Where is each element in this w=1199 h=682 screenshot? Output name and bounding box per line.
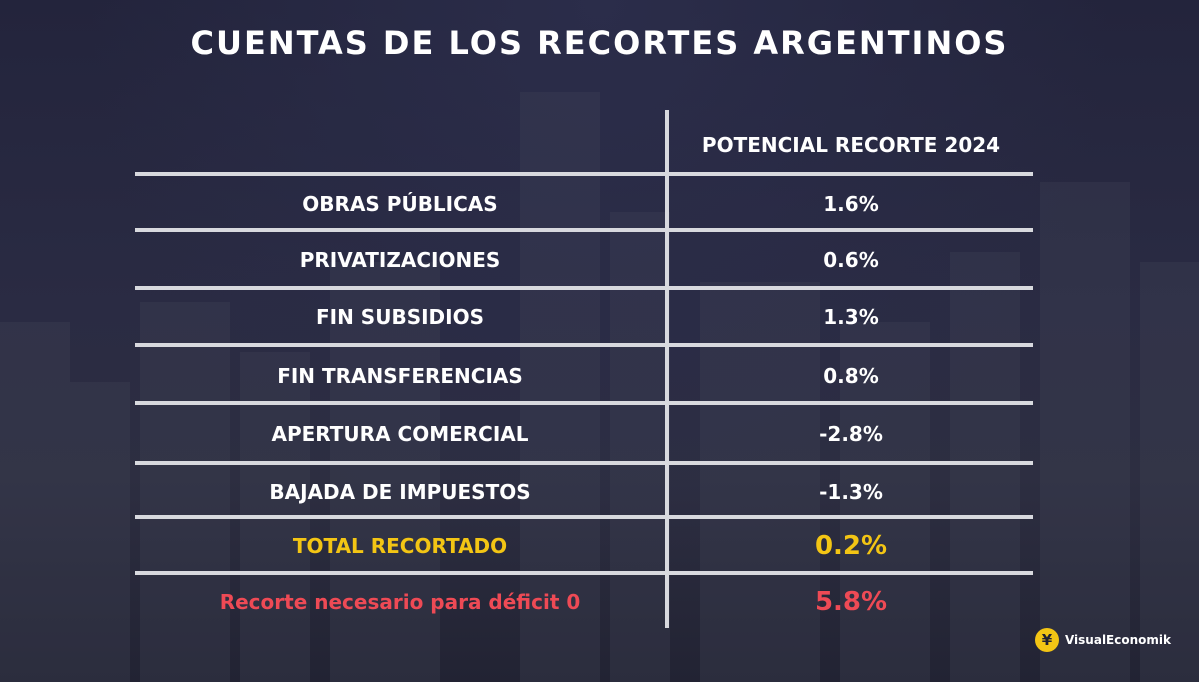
column-header: POTENCIAL RECORTE 2024 (701, 133, 1001, 157)
table-row: BAJADA DE IMPUESTOS -1.3% (135, 472, 1033, 512)
table-divider (135, 343, 1033, 347)
row-value: 0.8% (823, 364, 879, 388)
table-row: PRIVATIZACIONES 0.6% (135, 240, 1033, 280)
table-divider (135, 286, 1033, 290)
total-row: TOTAL RECORTADO 0.2% (135, 526, 1033, 566)
needed-label: Recorte necesario para déficit 0 (219, 590, 581, 614)
table-divider (135, 401, 1033, 405)
table-divider (135, 172, 1033, 176)
needed-value: 5.8% (814, 587, 888, 617)
row-label: FIN TRANSFERENCIAS (277, 364, 523, 388)
table-row: FIN SUBSIDIOS 1.3% (135, 297, 1033, 337)
row-value: -2.8% (819, 422, 883, 446)
total-value: 0.2% (814, 531, 888, 561)
total-label: TOTAL RECORTADO (292, 534, 508, 558)
row-label: APERTURA COMERCIAL (271, 422, 529, 446)
row-value: -1.3% (819, 480, 883, 504)
table-row: OBRAS PÚBLICAS 1.6% (135, 184, 1033, 224)
row-label: BAJADA DE IMPUESTOS (269, 480, 531, 504)
table-row: FIN TRANSFERENCIAS 0.8% (135, 356, 1033, 396)
table-divider (135, 571, 1033, 575)
row-label: PRIVATIZACIONES (299, 248, 501, 272)
table-vertical-divider (665, 110, 669, 628)
yen-coin-icon: ¥ (1034, 628, 1059, 652)
row-value: 0.6% (823, 248, 879, 272)
table-divider (135, 515, 1033, 519)
brand-name: VisualEconomik (1064, 633, 1171, 647)
brand-watermark: ¥ VisualEconomik (1034, 628, 1171, 652)
needed-row: Recorte necesario para déficit 0 5.8% (135, 582, 1033, 622)
table-divider (135, 461, 1033, 465)
page-title: CUENTAS DE LOS RECORTES ARGENTINOS (190, 24, 1009, 62)
row-label: FIN SUBSIDIOS (316, 305, 484, 329)
table-divider (135, 228, 1033, 232)
row-value: 1.6% (823, 192, 879, 216)
table-row: APERTURA COMERCIAL -2.8% (135, 414, 1033, 454)
row-label: OBRAS PÚBLICAS (302, 192, 498, 216)
row-value: 1.3% (823, 305, 879, 329)
